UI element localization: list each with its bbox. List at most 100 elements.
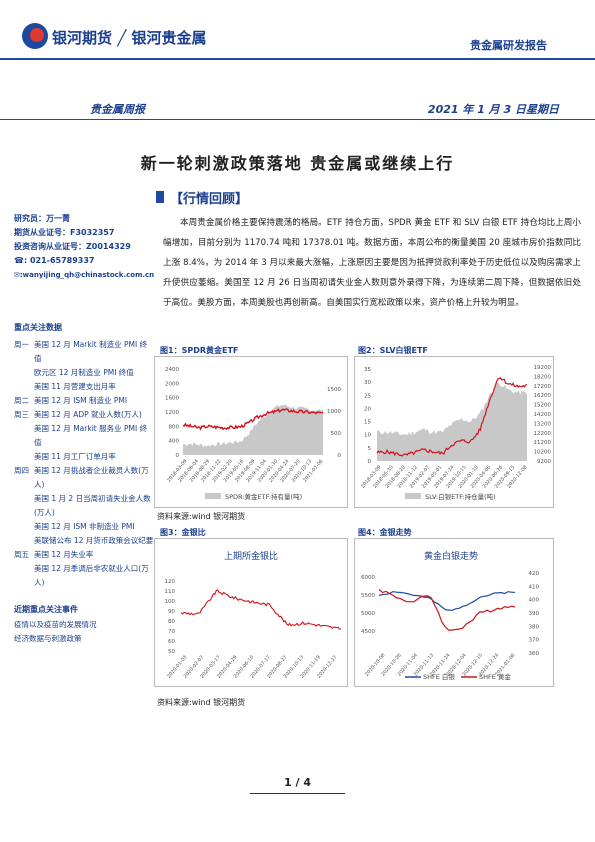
y2-tick-label: 0 [338, 453, 342, 459]
y-tick-label: 2400 [165, 367, 179, 373]
y2-tick-label: 15200 [534, 403, 552, 409]
legend-label-gold: SHFE 黄金 [479, 672, 511, 681]
event-text: 美国 11 月营建支出月率 [34, 382, 116, 391]
recent-heading: 近期重点关注事件 [14, 605, 78, 614]
y-tick-label: 0 [176, 453, 180, 459]
fig3-title: 图3：金银比 [160, 528, 206, 537]
event-day: 周五 [14, 550, 29, 559]
silver-line [378, 590, 516, 611]
y-tick-label: 6000 [361, 575, 375, 581]
analyst-info: 研究员：万一菁 期货从业证号：F3032357 投资咨询从业证号：Z001432… [14, 212, 154, 282]
y-tick-label: 5500 [361, 593, 375, 599]
y2-tick-label: 370 [529, 638, 540, 644]
event-row: 美联储公布 12 月货币政策会议纪要 [14, 534, 154, 548]
y2-tick-label: 410 [529, 584, 540, 590]
consult-license: 投资咨询从业证号：Z0014329 [14, 242, 131, 251]
chart-gold-silver-ratio: 上期所金银比12011010090807060502020-01-032020-… [154, 538, 348, 687]
fig2-title: 图2：SLV白银ETF [358, 346, 428, 355]
area-series [183, 404, 323, 455]
legend-swatch [205, 493, 221, 499]
event-text: 美联储公布 12 月货币政策会议纪要 [34, 536, 154, 545]
y-tick-label: 120 [165, 579, 176, 585]
email-link[interactable]: ✉:wanyijing_qh@chinastock.com.cn [14, 271, 155, 279]
y2-tick-label: 12200 [534, 431, 552, 437]
footer-divider [250, 793, 345, 794]
y-tick-label: 800 [169, 424, 180, 430]
y-tick-label: 0 [368, 459, 372, 465]
y-tick-label: 10 [364, 433, 371, 439]
event-text: 美国 12 月挑战者企业裁员人数(万人) [34, 466, 149, 489]
event-text: 美国 12 月 ADP 就业人数(万人) [34, 410, 142, 419]
y2-tick-label: 1500 [327, 387, 341, 393]
y-tick-label: 20 [364, 406, 371, 412]
event-day [14, 562, 34, 590]
event-day: 周二 [14, 396, 29, 405]
y2-tick-label: 9200 [537, 459, 551, 465]
event-day: 周四 [14, 466, 29, 475]
y-tick-label: 80 [168, 619, 175, 625]
y2-tick-label: 13200 [534, 421, 552, 427]
market-review-text: 本周贵金属价格主要保持震荡的格局。ETF 持仓方面，SPDR 黄金 ETF 和 … [163, 218, 581, 308]
event-text: 美国 11 月工厂订单月率 [34, 452, 116, 461]
gold-line [378, 589, 516, 631]
event-text: 美国 12 月 ISM 非制造业 PMI [34, 522, 135, 531]
y-tick-label: 15 [364, 420, 371, 426]
y2-tick-label: 10200 [534, 450, 552, 456]
y-tick-label: 110 [165, 589, 176, 595]
logo-icon [22, 23, 48, 49]
y-tick-label: 60 [168, 639, 175, 645]
license: 期货从业证号：F3032357 [14, 228, 115, 237]
recent-item: 经济数据与刺激政策 [14, 634, 82, 643]
event-text: 美国 12 月 Markit 服务业 PMI 终值 [34, 424, 148, 447]
y-tick-label: 1200 [165, 410, 179, 416]
y2-tick-label: 17200 [534, 384, 552, 390]
legend-label-silver: SHFE 白银 [423, 672, 455, 681]
subheader-divider [0, 119, 595, 120]
source-note-2: 资料来源:wind 银河期货 [157, 698, 246, 707]
y-tick-label: 90 [168, 609, 175, 615]
event-text: 美国 12 月季调后非农就业人口(万人) [34, 564, 149, 587]
source-note-1: 资料来源:wind 银河期货 [157, 512, 246, 521]
y-tick-label: 2000 [165, 381, 179, 387]
y-tick-label: 5 [368, 446, 372, 452]
brand-name: 银河期货 ╱ 银河贵金属 [52, 29, 207, 47]
header-divider [0, 58, 595, 60]
event-row: 美国 11 月营建支出月率 [14, 380, 154, 394]
chart-gold-silver-trend: 黄金白银走势 6000 5500 5000 4500 420 410 400 390 380 370… [354, 538, 554, 687]
report-date: 2021 年 1 月 3 日星期日 [427, 103, 559, 116]
event-day [14, 520, 34, 534]
y2-tick-label: 16200 [534, 393, 552, 399]
y2-tick-label: 360 [529, 651, 540, 657]
line-series [180, 589, 342, 630]
y2-tick-label: 11200 [534, 440, 552, 446]
y-tick-label: 35 [364, 367, 371, 373]
y2-tick-label: 1000 [327, 409, 341, 415]
event-row: 美国 12 月 Markit 服务业 PMI 终值 [14, 422, 154, 450]
event-day [14, 492, 34, 520]
y2-tick-label: 420 [529, 571, 540, 577]
y2-tick-label: 14200 [534, 412, 552, 418]
event-row: 美国 12 月季调后非农就业人口(万人) [14, 562, 154, 590]
page-title: 新一轮刺激政策落地 贵金属或继续上行 [140, 154, 455, 173]
chart-spdr-gold-etf: 240020001600120080040001500100050002018-… [154, 356, 348, 508]
event-row: 周一 美国 12 月 Markit 制造业 PMI 终值 [14, 338, 154, 366]
y-tick-label: 30 [364, 380, 371, 386]
fig4-title: 图4：金银走势 [358, 528, 412, 537]
y2-tick-label: 19200 [534, 365, 552, 371]
page-number: 1 / 4 [284, 776, 311, 789]
event-text: 美国 12 月 ISM 制造业 PMI [34, 396, 128, 405]
y2-tick-label: 400 [529, 598, 540, 604]
y-tick-label: 4500 [361, 629, 375, 635]
y-tick-label: 1600 [165, 396, 179, 402]
y-tick-label: 70 [168, 629, 175, 635]
event-row: 美国 12 月 ISM 非制造业 PMI [14, 520, 154, 534]
event-text: 美国 1 月 2 日当周初请失业金人数(万人) [34, 494, 151, 517]
event-row: 周二 美国 12 月 ISM 制造业 PMI [14, 394, 154, 408]
chart-title: 上期所金银比 [224, 550, 278, 562]
legend-label: SLV:白银ETF:持仓量(吨) [425, 492, 496, 501]
y2-tick-label: 500 [331, 431, 342, 437]
researcher: 研究员：万一菁 [14, 214, 70, 223]
event-day: 周一 [14, 340, 29, 349]
legend-swatch [405, 493, 421, 499]
y2-tick-label: 18200 [534, 374, 552, 380]
